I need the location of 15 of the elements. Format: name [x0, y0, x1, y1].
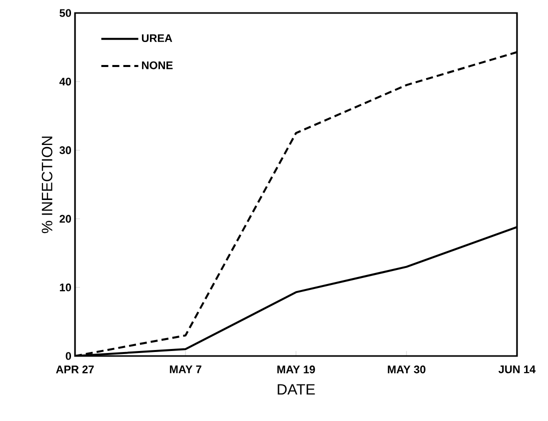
- x-tick-label: MAY 19: [277, 366, 315, 374]
- y-tick-label: 30: [59, 146, 72, 154]
- x-tick-label: MAY 7: [170, 366, 202, 374]
- y-tick-label: 40: [59, 78, 72, 86]
- y-tick-label: 0: [66, 352, 72, 360]
- x-axis-title: DATE: [278, 384, 315, 395]
- x-tick-label: JUN 14: [498, 366, 536, 374]
- x-tick-label: MAY 30: [388, 366, 426, 374]
- x-tick-label: APR 27: [56, 366, 94, 374]
- legend-label: UREA: [142, 34, 172, 42]
- y-axis-title: % INFECTION: [42, 136, 52, 234]
- y-tick-label: 50: [60, 9, 72, 17]
- y-tick-label: 10: [60, 284, 72, 292]
- y-tick-label: 20: [60, 214, 72, 223]
- legend-label: NONE: [142, 61, 173, 70]
